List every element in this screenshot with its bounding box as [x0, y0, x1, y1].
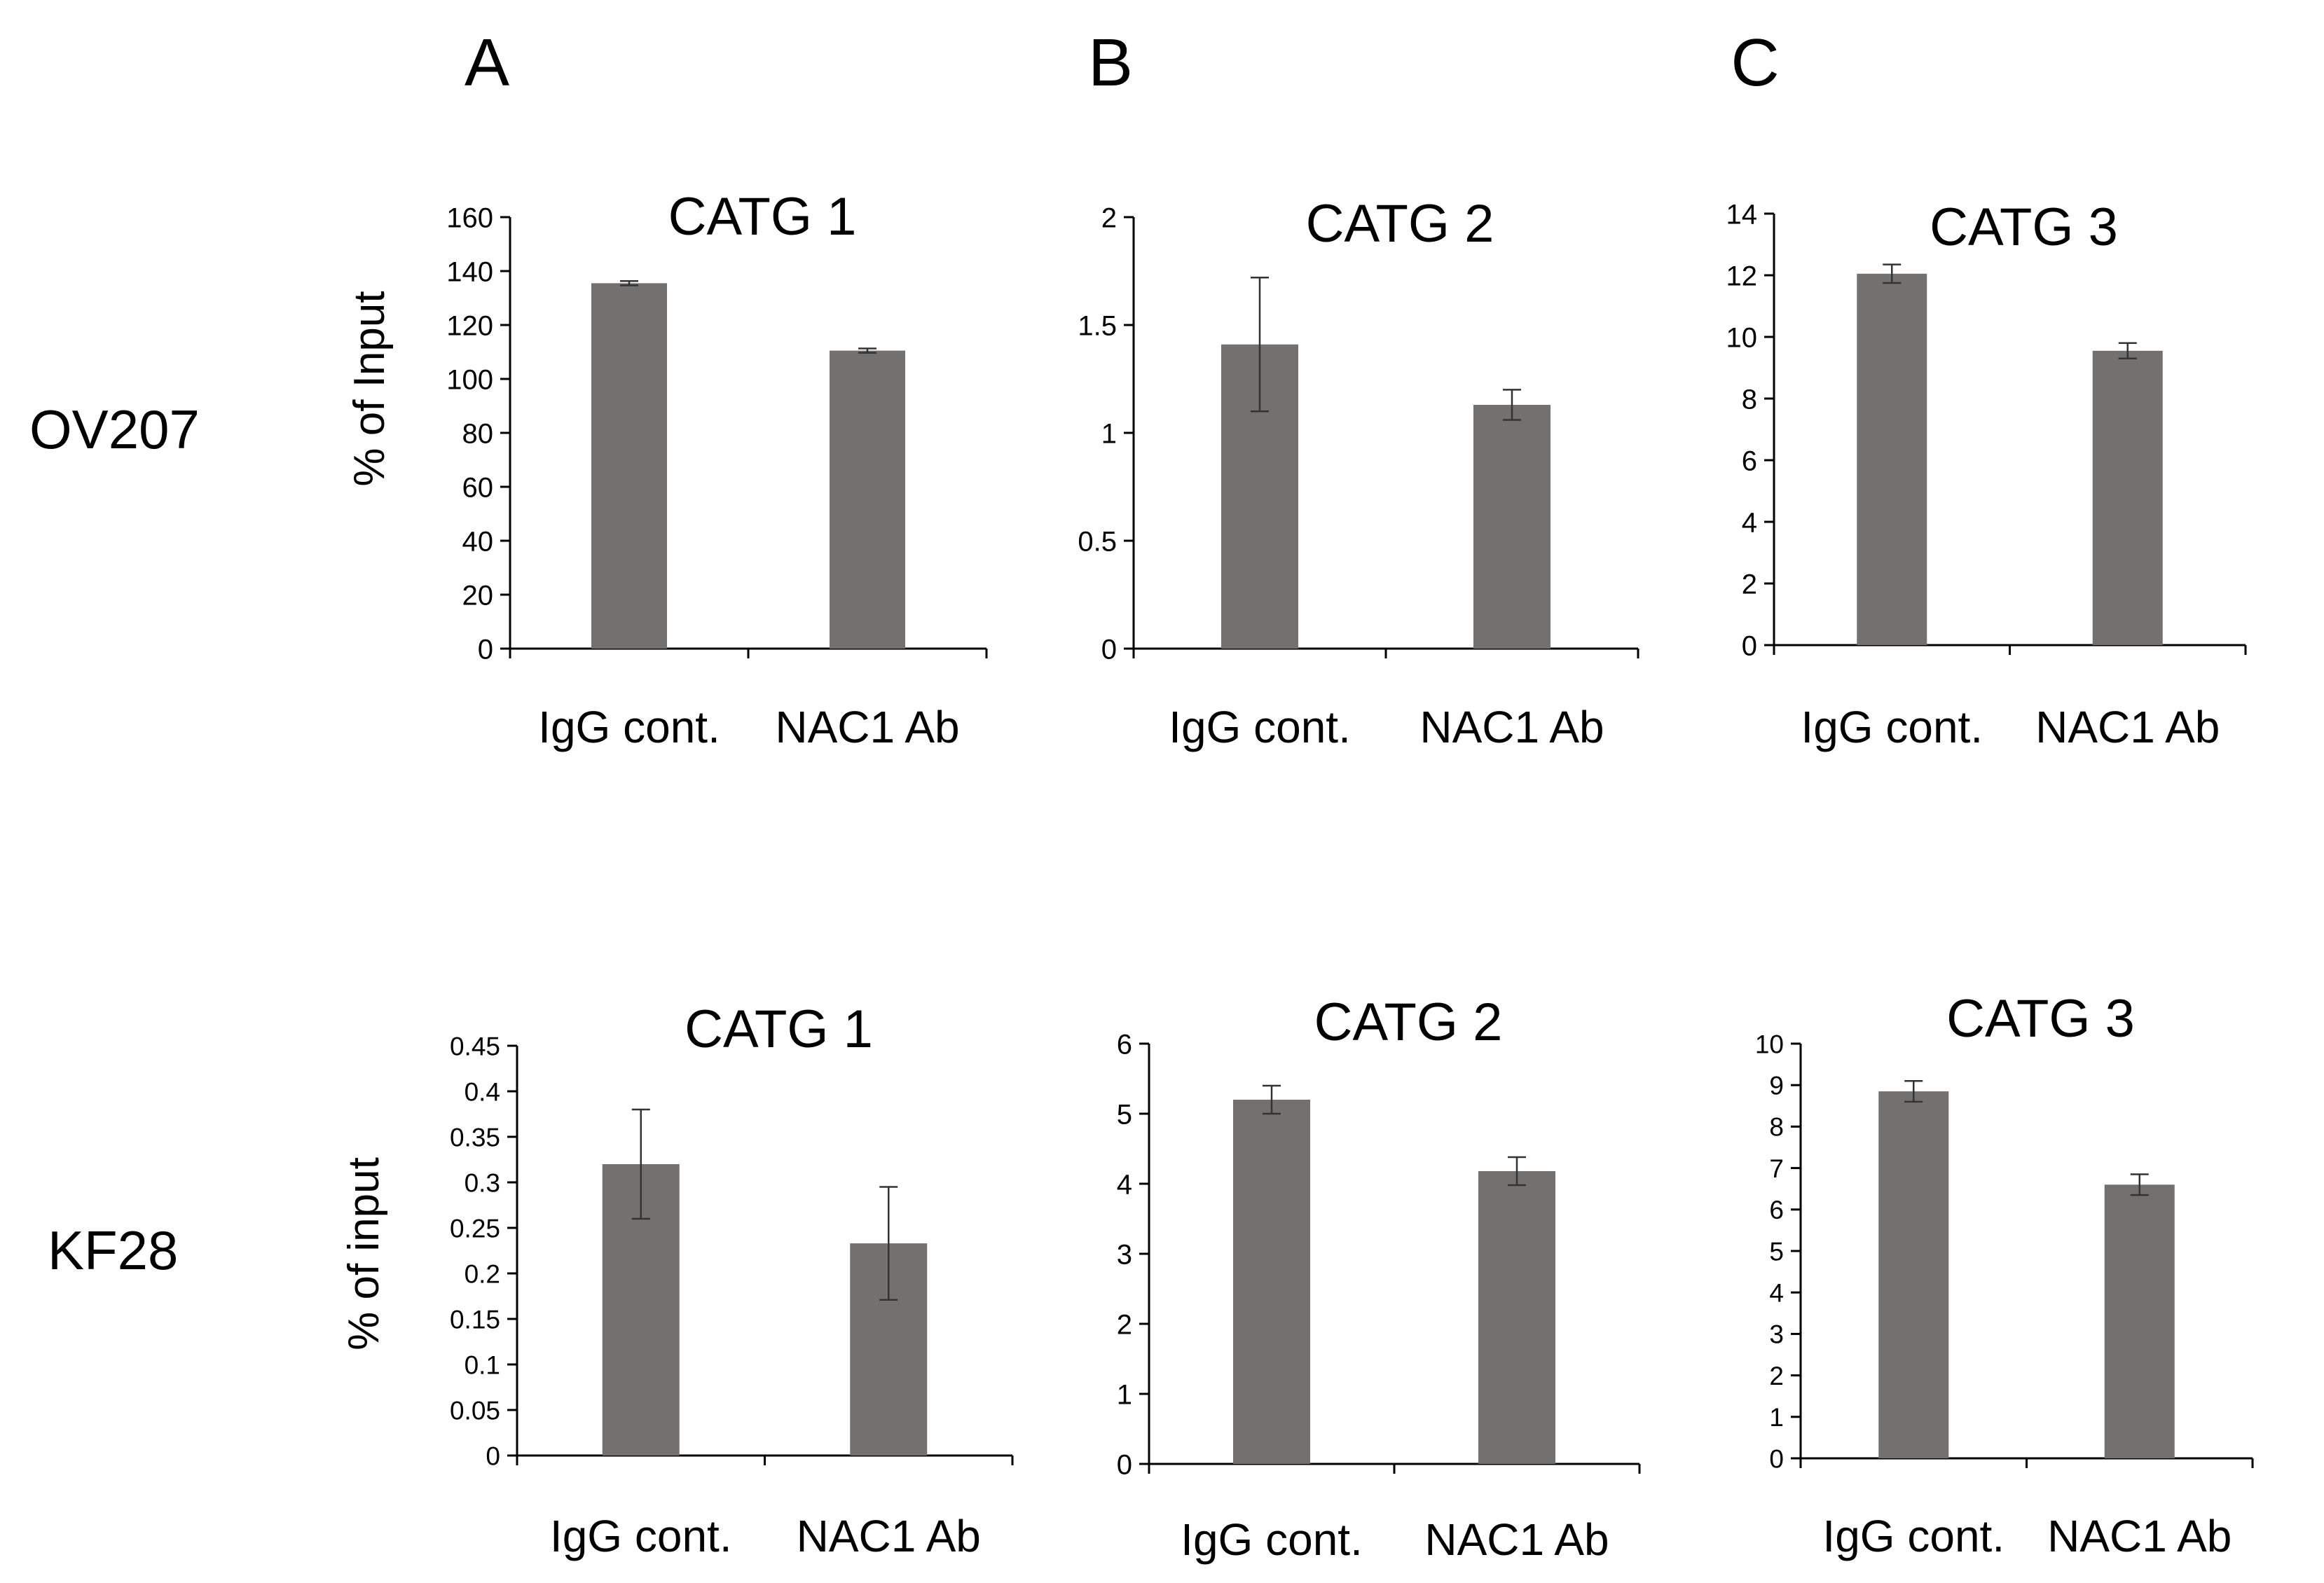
- y-tick-label: 14: [1726, 199, 1758, 230]
- y-tick-label: 0: [1769, 1444, 1784, 1473]
- category-label: IgG cont.: [1169, 702, 1351, 752]
- y-tick-label: 0.5: [1078, 526, 1117, 557]
- y-tick-label: 8: [1742, 384, 1757, 415]
- y-tick-label: 6: [1117, 1029, 1132, 1060]
- bar: [1857, 273, 1927, 645]
- y-tick-label: 0.4: [465, 1077, 500, 1106]
- bar: [1878, 1091, 1949, 1458]
- chart-panel-6: 0 1 2 3 4 5 6 7 8 9 10 IgG cont. NAC1 Ab CATG 3: [1755, 989, 2254, 1561]
- column-label-b: B: [1088, 25, 1133, 100]
- y-tick-label: 5: [1117, 1099, 1132, 1130]
- bar: [830, 350, 905, 649]
- row-label-kf28: KF28: [48, 1219, 178, 1281]
- y-tick-label: 12: [1726, 261, 1758, 291]
- category-label: NAC1 Ab: [797, 1511, 981, 1561]
- y-tick-label: 100: [446, 364, 493, 395]
- chart-panel-4: 0 0.05 0.1 0.15 0.2 0.25 0.3 0.35 0.4 0.45 IgG con…: [340, 1000, 1014, 1561]
- bar: [1478, 1171, 1555, 1464]
- y-tick-label: 0: [1742, 630, 1757, 661]
- chart-panel-2: 0 0.5 1 1.5 2 IgG cont. NAC1 Ab CATG 2: [1078, 194, 1639, 752]
- y-tick-label: 0.1: [465, 1350, 500, 1379]
- y-tick-label: 4: [1769, 1279, 1784, 1308]
- y-tick-label: 0.25: [450, 1214, 500, 1243]
- bar: [591, 283, 667, 649]
- category-label: IgG cont.: [1822, 1511, 2005, 1561]
- y-tick-label: 0: [486, 1442, 500, 1470]
- bar: [1473, 404, 1551, 649]
- y-tick-label: 3: [1769, 1320, 1784, 1349]
- category-label: IgG cont.: [1801, 702, 1983, 752]
- y-tick-label: 0: [1101, 634, 1117, 665]
- y-tick-label: 0.15: [450, 1305, 500, 1334]
- bar: [2104, 1184, 2175, 1458]
- y-tick-label: 8: [1769, 1113, 1784, 1142]
- y-tick-label: 10: [1755, 1030, 1784, 1058]
- y-axis-label: % of input: [340, 1157, 388, 1350]
- category-label: IgG cont.: [550, 1511, 732, 1561]
- y-tick-label: 4: [1117, 1169, 1132, 1200]
- y-tick-label: 160: [446, 202, 493, 233]
- y-tick-label: 0: [1117, 1449, 1132, 1480]
- y-tick-label: 10: [1726, 322, 1758, 353]
- category-label: IgG cont.: [1181, 1514, 1363, 1565]
- chart-title: CATG 1: [685, 1000, 873, 1059]
- y-tick-label: 7: [1769, 1154, 1784, 1183]
- y-tick-label: 0: [478, 634, 493, 665]
- chart-panel-5: 0 1 2 3 4 5 6 IgG cont. NAC1 Ab CATG 2: [1117, 993, 1641, 1565]
- y-tick-label: 0.3: [465, 1168, 500, 1197]
- y-tick-label: 1: [1101, 418, 1117, 449]
- y-tick-label: 40: [462, 526, 494, 557]
- y-tick-label: 60: [462, 472, 494, 503]
- y-tick-label: 4: [1742, 507, 1757, 538]
- y-tick-label: 140: [446, 256, 493, 287]
- y-tick-label: 2: [1742, 569, 1757, 600]
- y-tick-label: 0.2: [465, 1259, 500, 1288]
- y-tick-label: 1.5: [1078, 310, 1117, 341]
- y-tick-label: 0.05: [450, 1396, 500, 1425]
- y-tick-label: 80: [462, 418, 494, 449]
- y-tick-label: 3: [1117, 1239, 1132, 1270]
- chart-title: CATG 3: [1946, 989, 2135, 1049]
- y-tick-label: 2: [1101, 202, 1117, 233]
- category-label: NAC1 Ab: [2035, 702, 2220, 752]
- category-label: NAC1 Ab: [1424, 1514, 1609, 1565]
- y-tick-label: 6: [1769, 1196, 1784, 1224]
- y-tick-label: 0.45: [450, 1032, 500, 1060]
- chart-title: CATG 2: [1314, 993, 1503, 1052]
- chart-panel-3: 0 2 4 6 8 10 12 14 IgG cont. NAC1 Ab CATG 3: [1726, 198, 2247, 752]
- category-label: NAC1 Ab: [775, 702, 959, 752]
- chart-title: CATG 2: [1306, 194, 1494, 254]
- category-label: IgG cont.: [538, 702, 720, 752]
- y-tick-label: 9: [1769, 1072, 1784, 1100]
- y-tick-label: 120: [446, 310, 493, 341]
- category-label: NAC1 Ab: [2047, 1511, 2232, 1561]
- chart-title: CATG 3: [1930, 198, 2118, 257]
- row-label-ov207: OV207: [29, 399, 200, 460]
- y-tick-label: 20: [462, 580, 494, 611]
- chart-title: CATG 1: [668, 187, 857, 247]
- y-tick-label: 1: [1769, 1403, 1784, 1432]
- column-label-a: A: [465, 25, 509, 100]
- category-label: NAC1 Ab: [1419, 702, 1604, 752]
- chart-panel-1: 0 20 40 60 80 100 120 140 160 IgG cont. NAC1 Ab CAT…: [345, 187, 988, 752]
- column-label-c: C: [1731, 25, 1779, 100]
- bar: [1233, 1100, 1310, 1464]
- y-tick-label: 2: [1769, 1362, 1784, 1390]
- y-tick-label: 0.35: [450, 1123, 500, 1152]
- y-tick-label: 1: [1117, 1379, 1132, 1410]
- y-tick-label: 6: [1742, 445, 1757, 476]
- bar: [2092, 350, 2163, 645]
- y-axis-label: % of Input: [345, 291, 394, 486]
- y-tick-label: 2: [1117, 1309, 1132, 1340]
- y-tick-label: 5: [1769, 1237, 1784, 1266]
